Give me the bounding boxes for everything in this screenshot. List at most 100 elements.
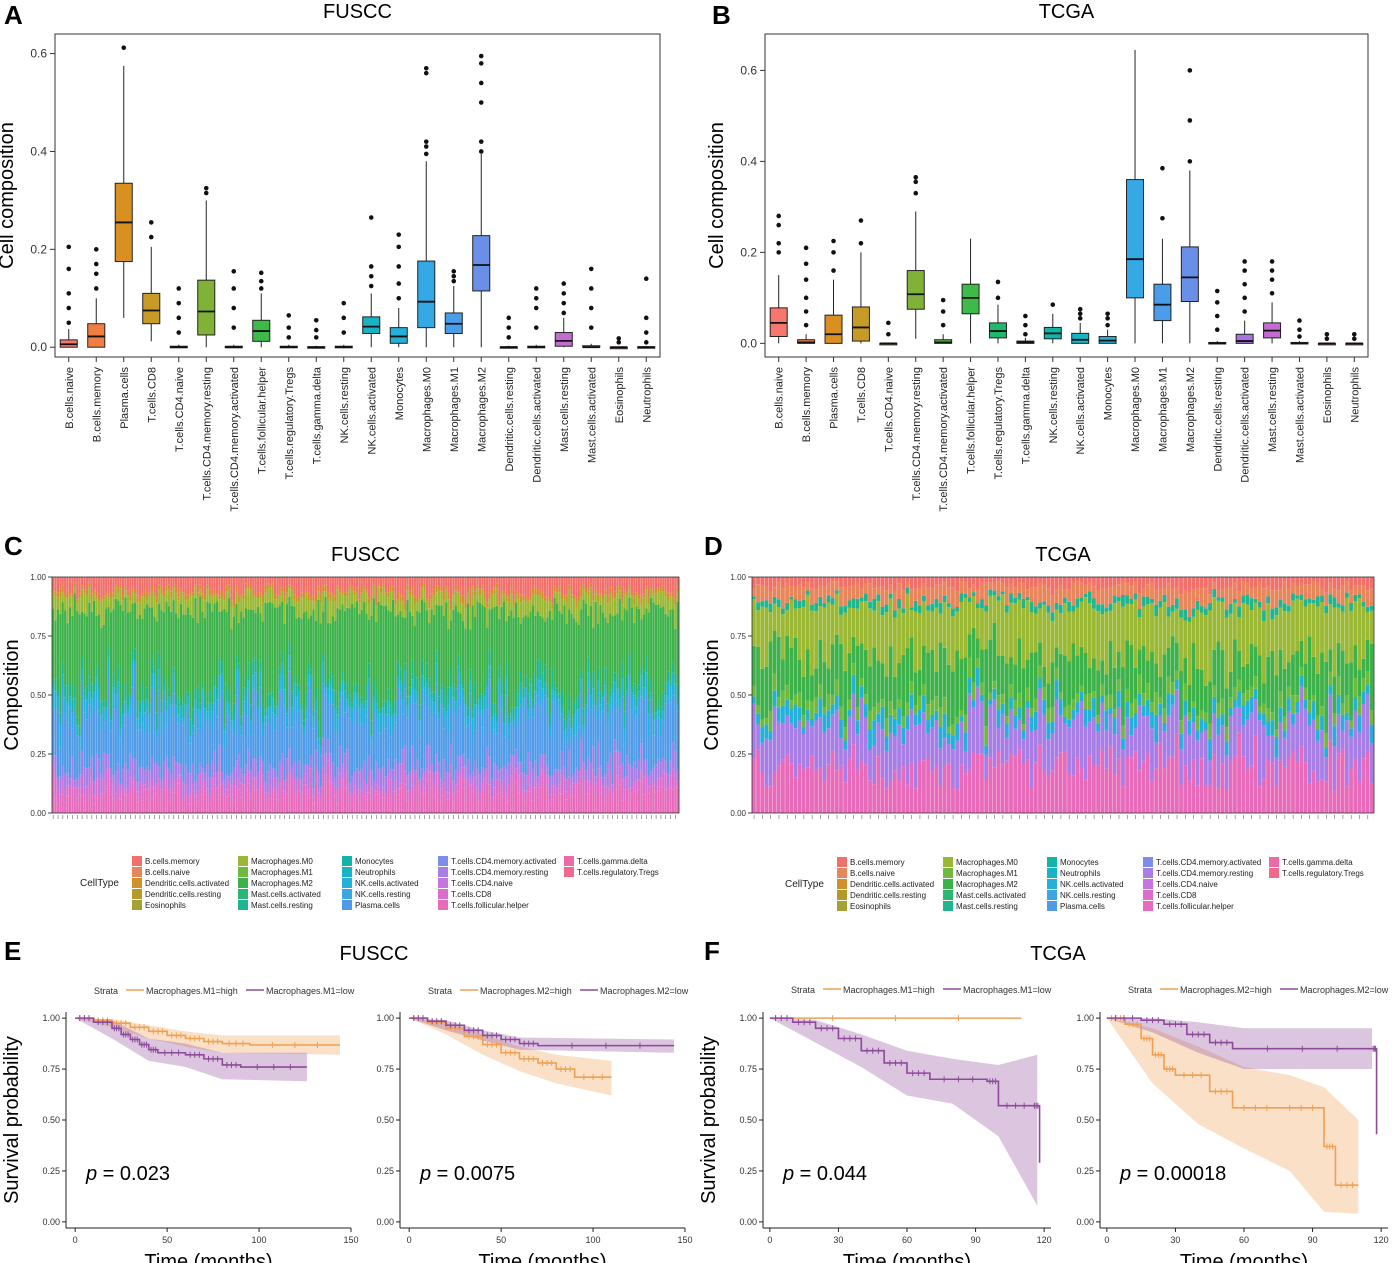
composition-bar-segment <box>237 622 240 664</box>
composition-bar-segment <box>278 800 281 813</box>
composition-bar-segment <box>1021 598 1026 609</box>
composition-bar-segment <box>814 712 819 721</box>
composition-bar-segment <box>609 577 612 588</box>
composition-bar-segment <box>669 609 672 681</box>
composition-bar-segment <box>1195 577 1200 589</box>
composition-bar-segment <box>348 718 351 783</box>
composition-bar-segment <box>423 678 426 688</box>
composition-bar-segment <box>117 681 120 694</box>
outlier-point <box>478 61 484 66</box>
composition-bar-segment <box>170 577 173 592</box>
composition-bar-segment <box>1353 678 1358 698</box>
composition-bar-segment <box>437 762 441 774</box>
composition-bar-segment <box>242 800 245 813</box>
composition-bar-segment <box>635 595 638 607</box>
composition-bar-segment <box>124 763 127 789</box>
composition-bar-segment <box>1228 715 1233 762</box>
composition-bar-segment <box>926 720 930 734</box>
composition-bar-segment <box>801 577 806 588</box>
composition-bar-segment <box>396 794 400 813</box>
composition-bar-segment <box>572 595 576 600</box>
composition-bar-segment <box>1203 730 1208 786</box>
composition-bar-segment <box>167 577 170 585</box>
composition-bar-segment <box>1228 671 1233 698</box>
composition-bar-segment <box>507 800 510 813</box>
composition-bar-segment <box>314 577 318 597</box>
composition-bar-segment <box>959 764 964 813</box>
composition-bar-segment <box>1253 688 1258 700</box>
x-tick-label: T.cells.CD8 <box>856 367 868 423</box>
composition-bar-segment <box>645 589 648 609</box>
composition-bar-segment <box>1021 608 1026 669</box>
composition-bar-segment <box>1038 602 1042 609</box>
composition-bar-segment <box>801 676 806 716</box>
y-axis-label: Survival probability <box>698 1036 720 1204</box>
composition-bar-segment <box>360 803 363 813</box>
composition-bar-segment <box>220 577 224 592</box>
composition-bar-segment <box>577 601 580 625</box>
composition-bar-segment <box>413 802 416 813</box>
composition-bar-segment <box>1112 585 1117 596</box>
composition-bar-segment <box>454 605 457 689</box>
composition-bar-segment <box>215 699 219 717</box>
composition-bar-segment <box>888 593 893 599</box>
composition-bar-segment <box>52 784 55 813</box>
composition-bar-segment <box>805 649 810 701</box>
composition-bar-segment <box>1100 684 1105 696</box>
composition-bar-segment <box>618 784 621 813</box>
composition-bar-segment <box>996 709 1001 729</box>
composition-bar-segment <box>1046 774 1051 813</box>
composition-bar-segment <box>1096 670 1100 716</box>
composition-bar-segment <box>851 583 856 599</box>
composition-bar-segment <box>909 762 914 813</box>
composition-bar-segment <box>78 597 81 615</box>
composition-bar-segment <box>1133 728 1138 752</box>
composition-bar-segment <box>628 577 631 587</box>
km-fuscc-m2: Strata Macrophages.M2=high Macrophages.M2=… <box>376 986 692 1263</box>
composition-bar-segment <box>1274 736 1279 758</box>
composition-bar-segment <box>435 771 438 787</box>
composition-bar-segment <box>863 704 868 718</box>
composition-bar-segment <box>498 618 501 668</box>
x-tick-label: Macrophages.M0 <box>421 367 433 452</box>
composition-bar-segment <box>1092 608 1096 659</box>
composition-bar-segment <box>992 590 997 596</box>
p-symbol: p <box>85 1163 97 1185</box>
composition-bar-segment <box>645 586 648 590</box>
composition-bar-segment <box>541 592 544 599</box>
composition-bar-segment <box>1046 683 1051 709</box>
composition-bar-segment <box>1320 602 1324 653</box>
composition-bar-segment <box>1286 698 1291 712</box>
composition-bar-segment <box>630 787 633 794</box>
composition-bar-segment <box>80 611 84 658</box>
composition-bar-segment <box>1353 577 1358 586</box>
composition-bar-segment <box>1054 609 1059 648</box>
composition-bar-segment <box>105 592 108 596</box>
composition-bar-segment <box>478 791 482 802</box>
composition-bar-segment <box>1203 588 1208 609</box>
composition-bar-segment <box>1042 686 1047 700</box>
composition-bar-segment <box>930 771 935 813</box>
composition-bar-segment <box>322 591 325 612</box>
composition-bar-segment <box>136 619 139 701</box>
composition-bar-segment <box>500 577 503 592</box>
composition-bar-segment <box>184 600 187 615</box>
composition-bar-segment <box>290 691 293 708</box>
composition-bar-segment <box>367 663 371 679</box>
composition-bar-segment <box>182 725 185 782</box>
composition-bar-segment <box>512 577 515 600</box>
composition-bar-segment <box>329 593 332 602</box>
composition-bar-segment <box>805 590 810 595</box>
outlier-point <box>1351 336 1357 342</box>
composition-bar-segment <box>310 690 313 756</box>
composition-bar-segment <box>1291 654 1295 696</box>
composition-bar-segment <box>1278 691 1283 708</box>
composition-bar-segment <box>367 598 371 604</box>
composition-bar-segment <box>1245 577 1250 584</box>
composition-bar-segment <box>1195 740 1200 786</box>
composition-bar-segment <box>1299 583 1304 595</box>
composition-bar-segment <box>587 672 590 683</box>
composition-bar-segment <box>868 750 872 781</box>
composition-bar-segment <box>1174 608 1179 643</box>
composition-bar-segment <box>1286 711 1291 758</box>
